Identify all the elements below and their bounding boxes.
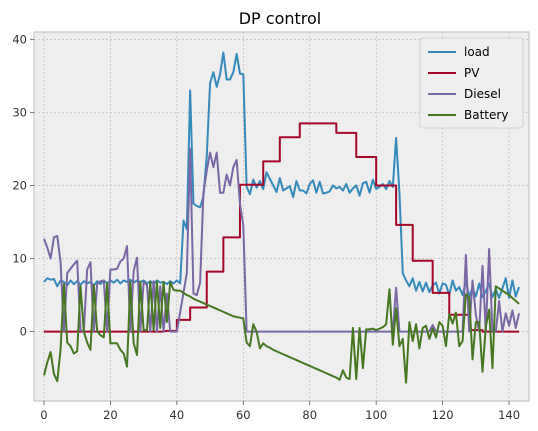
y-tick-label: 10 (12, 252, 27, 266)
y-tick-label: 40 (12, 32, 27, 46)
y-tick-label: 20 (12, 178, 27, 192)
x-tick-label: 100 (365, 408, 387, 422)
x-tick-label: 20 (103, 408, 118, 422)
x-axis: 0 20 40 60 80 100 120 140 (40, 401, 520, 422)
x-tick-label: 80 (302, 408, 317, 422)
y-tick-label: 0 (20, 325, 27, 339)
legend-label-pv: PV (464, 66, 480, 80)
x-tick-label: 60 (236, 408, 251, 422)
legend-label-load: load (464, 45, 490, 59)
y-axis: 0 10 20 30 40 (12, 32, 34, 339)
x-tick-label: 40 (170, 408, 185, 422)
legend-label-battery: Battery (464, 108, 508, 122)
x-tick-label: 140 (498, 408, 520, 422)
y-tick-label: 30 (12, 105, 27, 119)
series-layer (43, 51, 521, 384)
chart-title: DP control (239, 9, 322, 28)
series-line-pv (43, 122, 520, 333)
plot-frame (33, 31, 530, 402)
series-line-diesel (43, 147, 521, 333)
legend: load PV Diesel Battery (419, 37, 524, 129)
x-tick-label: 0 (40, 408, 47, 422)
legend-label-diesel: Diesel (464, 87, 501, 101)
series-line-battery (43, 280, 520, 384)
x-tick-label: 120 (432, 408, 454, 422)
legend-box (419, 37, 524, 129)
